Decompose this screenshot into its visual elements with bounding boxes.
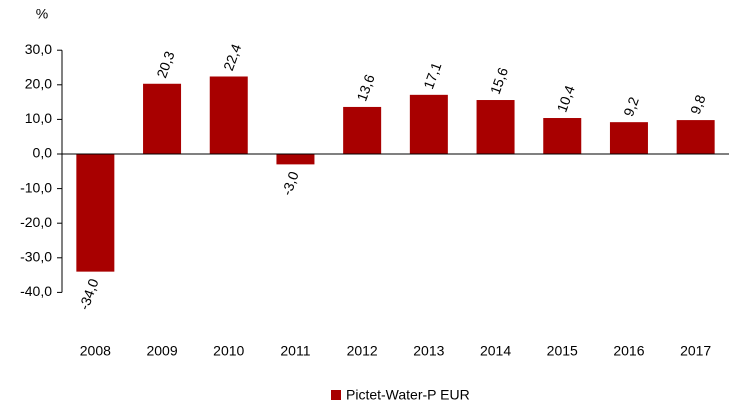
y-tick-label: 20,0 xyxy=(25,76,52,92)
bar xyxy=(609,122,648,154)
value-label: 9,2 xyxy=(620,94,642,118)
value-label: 10,4 xyxy=(554,83,578,114)
y-axis-label: % xyxy=(36,6,48,22)
bar xyxy=(476,100,515,154)
bar xyxy=(676,120,715,154)
legend-swatch xyxy=(331,390,341,400)
y-tick-label: -10,0 xyxy=(20,179,52,195)
value-label: 17,1 xyxy=(420,60,444,91)
value-label: 15,6 xyxy=(487,65,511,96)
y-tick-label: 30,0 xyxy=(25,41,52,57)
x-tick-label: 2008 xyxy=(80,343,111,359)
bar xyxy=(276,154,315,165)
bar xyxy=(76,154,115,272)
x-tick-label: 2012 xyxy=(347,343,378,359)
x-tick-label: 2016 xyxy=(613,343,644,359)
bar xyxy=(543,118,582,154)
bar xyxy=(343,106,382,154)
y-tick-label: -20,0 xyxy=(20,214,52,230)
value-label: 20,3 xyxy=(153,49,177,80)
value-label: 22,4 xyxy=(220,42,244,73)
value-label: 13,6 xyxy=(353,72,377,103)
y-tick-label: -30,0 xyxy=(20,249,52,265)
bar xyxy=(209,76,248,154)
x-tick-label: 2015 xyxy=(547,343,578,359)
x-tick-label: 2013 xyxy=(413,343,444,359)
y-tick-label: -40,0 xyxy=(20,283,52,299)
legend-label: Pictet-Water-P EUR xyxy=(346,387,470,403)
y-tick-label: 0,0 xyxy=(33,145,53,161)
x-tick-label: 2011 xyxy=(280,343,310,359)
x-tick-label: 2014 xyxy=(480,343,511,359)
bar xyxy=(143,83,182,154)
value-label: -34,0 xyxy=(76,276,102,312)
value-label: -3,0 xyxy=(278,169,301,197)
x-tick-label: 2017 xyxy=(680,343,711,359)
bar xyxy=(409,94,448,154)
x-tick-label: 2009 xyxy=(146,343,177,359)
x-tick-label: 2010 xyxy=(213,343,244,359)
value-label: 9,8 xyxy=(687,92,709,116)
y-tick-label: 10,0 xyxy=(25,110,52,126)
